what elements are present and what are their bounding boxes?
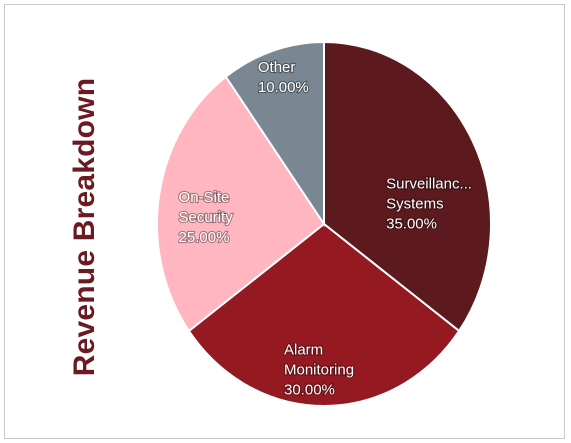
slice-label-line: Surveillanc... [386, 175, 472, 192]
slice-label-line: 35.00% [386, 215, 437, 232]
pie-labels: Surveillanc... Systems 35.00% Alarm Monitori… [177, 58, 473, 400]
slice-label: On-Site Security 25.00% [179, 189, 234, 246]
slice-label-line: Monitoring [284, 362, 354, 379]
slice-label-line: 10.00% [258, 79, 309, 96]
slice-label-line: On-Site [179, 189, 230, 206]
slice-label-line: Other [258, 59, 296, 76]
pie-slice [224, 40, 325, 228]
slice-label: Alarm Monitoring 30.00% [284, 342, 354, 399]
pie-slices [156, 40, 492, 407]
slice-label-line: Systems [386, 195, 444, 212]
slice-label-line: 30.00% [284, 382, 335, 399]
slice-label-line: 25.00% [179, 229, 230, 246]
pie-slice [156, 75, 326, 333]
slice-label: Other 10.00% [258, 59, 309, 96]
slice-label-line: Alarm [284, 342, 323, 359]
pie-slice [323, 40, 492, 333]
pie-slice [187, 222, 461, 407]
slice-label-line: Security [179, 209, 234, 226]
slice-label: Surveillanc... Systems 35.00% [386, 175, 472, 232]
